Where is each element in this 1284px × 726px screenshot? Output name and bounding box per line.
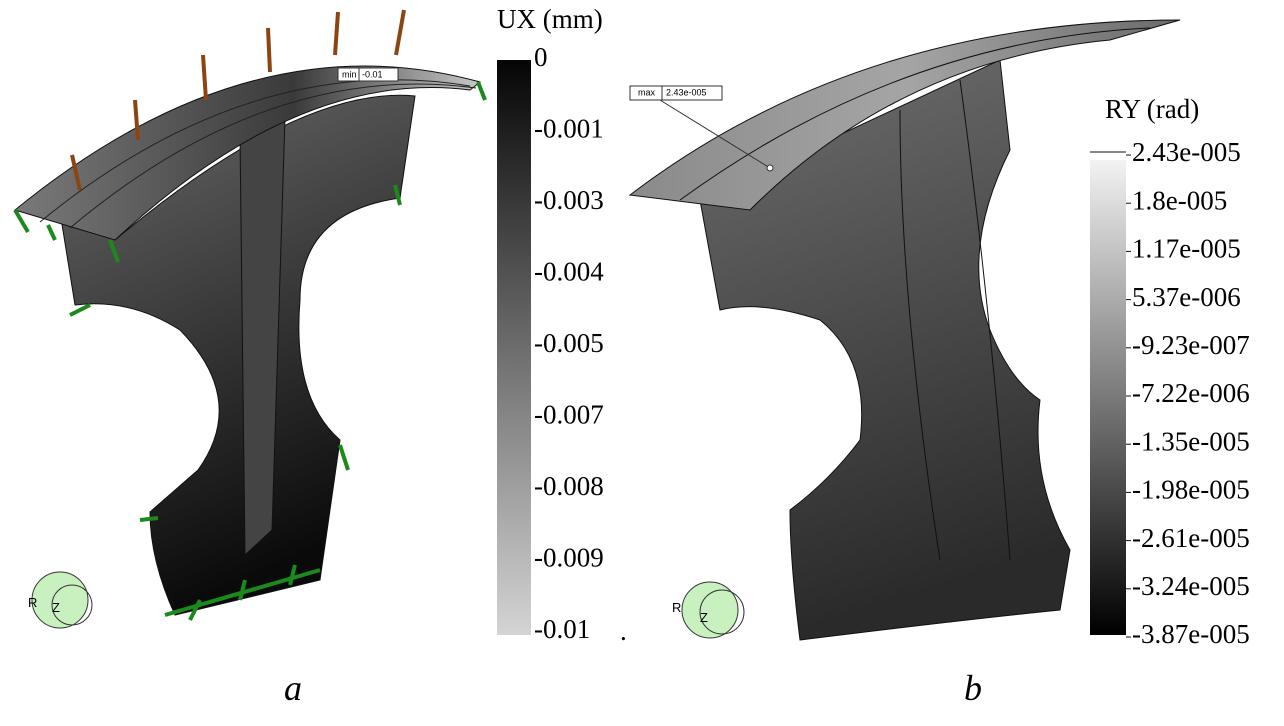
legend-title: RY (rad): [1105, 94, 1199, 124]
legend-tick-label: 2.43e-005: [1132, 137, 1241, 167]
triad-label: R: [28, 595, 37, 610]
caption: a: [284, 668, 302, 708]
triad-label: Z: [52, 600, 60, 615]
mark: .: [620, 616, 627, 646]
legend-tick-label: -2.61e-005: [1132, 523, 1250, 553]
figure: min -0.01 max 2.43e-005 R Z R Z UX (mm) …: [0, 0, 1284, 726]
legend-title: UX (mm): [497, 4, 603, 34]
legend-tick-label: 0: [534, 42, 548, 72]
probe-a: min -0.01: [338, 68, 398, 81]
legend-tick-label: -0.008: [534, 471, 604, 501]
legend-tick-label: -1.35e-005: [1132, 426, 1250, 456]
legend-tick-label: -3.87e-005: [1132, 619, 1250, 649]
legend-tick-label: -0.005: [534, 328, 604, 358]
probe-value: -0.01: [362, 69, 383, 79]
legend-tick-label: -0.003: [534, 185, 604, 215]
legend-tick-label: 1.17e-005: [1132, 234, 1241, 264]
legend-tick-label: -0.01: [534, 614, 590, 644]
model-b: [630, 20, 1180, 640]
legend-tick-label: -3.24e-005: [1132, 571, 1250, 601]
legend-tick-label: -9.23e-007: [1132, 330, 1250, 360]
probe-tag: min: [342, 69, 357, 79]
caption: b: [964, 668, 982, 708]
legend-tick-label: -0.009: [534, 543, 604, 573]
legend-tick-label: 1.8e-005: [1132, 185, 1227, 215]
legend-tick-label: -0.007: [534, 400, 604, 430]
legend-tick-label: -0.004: [534, 257, 604, 287]
legend-tick-label: -0.001: [534, 114, 604, 144]
triad-label: Z: [700, 610, 708, 625]
legend-tick-label: 5.37e-006: [1132, 282, 1241, 312]
legend-tick-label: -1.98e-005: [1132, 475, 1250, 505]
model-a: [15, 10, 531, 635]
probe-tag: max: [638, 87, 656, 97]
probe-value: 2.43e-005: [666, 87, 707, 97]
triad-label: R: [672, 600, 681, 615]
legend-tick-label: -7.22e-006: [1132, 378, 1250, 408]
